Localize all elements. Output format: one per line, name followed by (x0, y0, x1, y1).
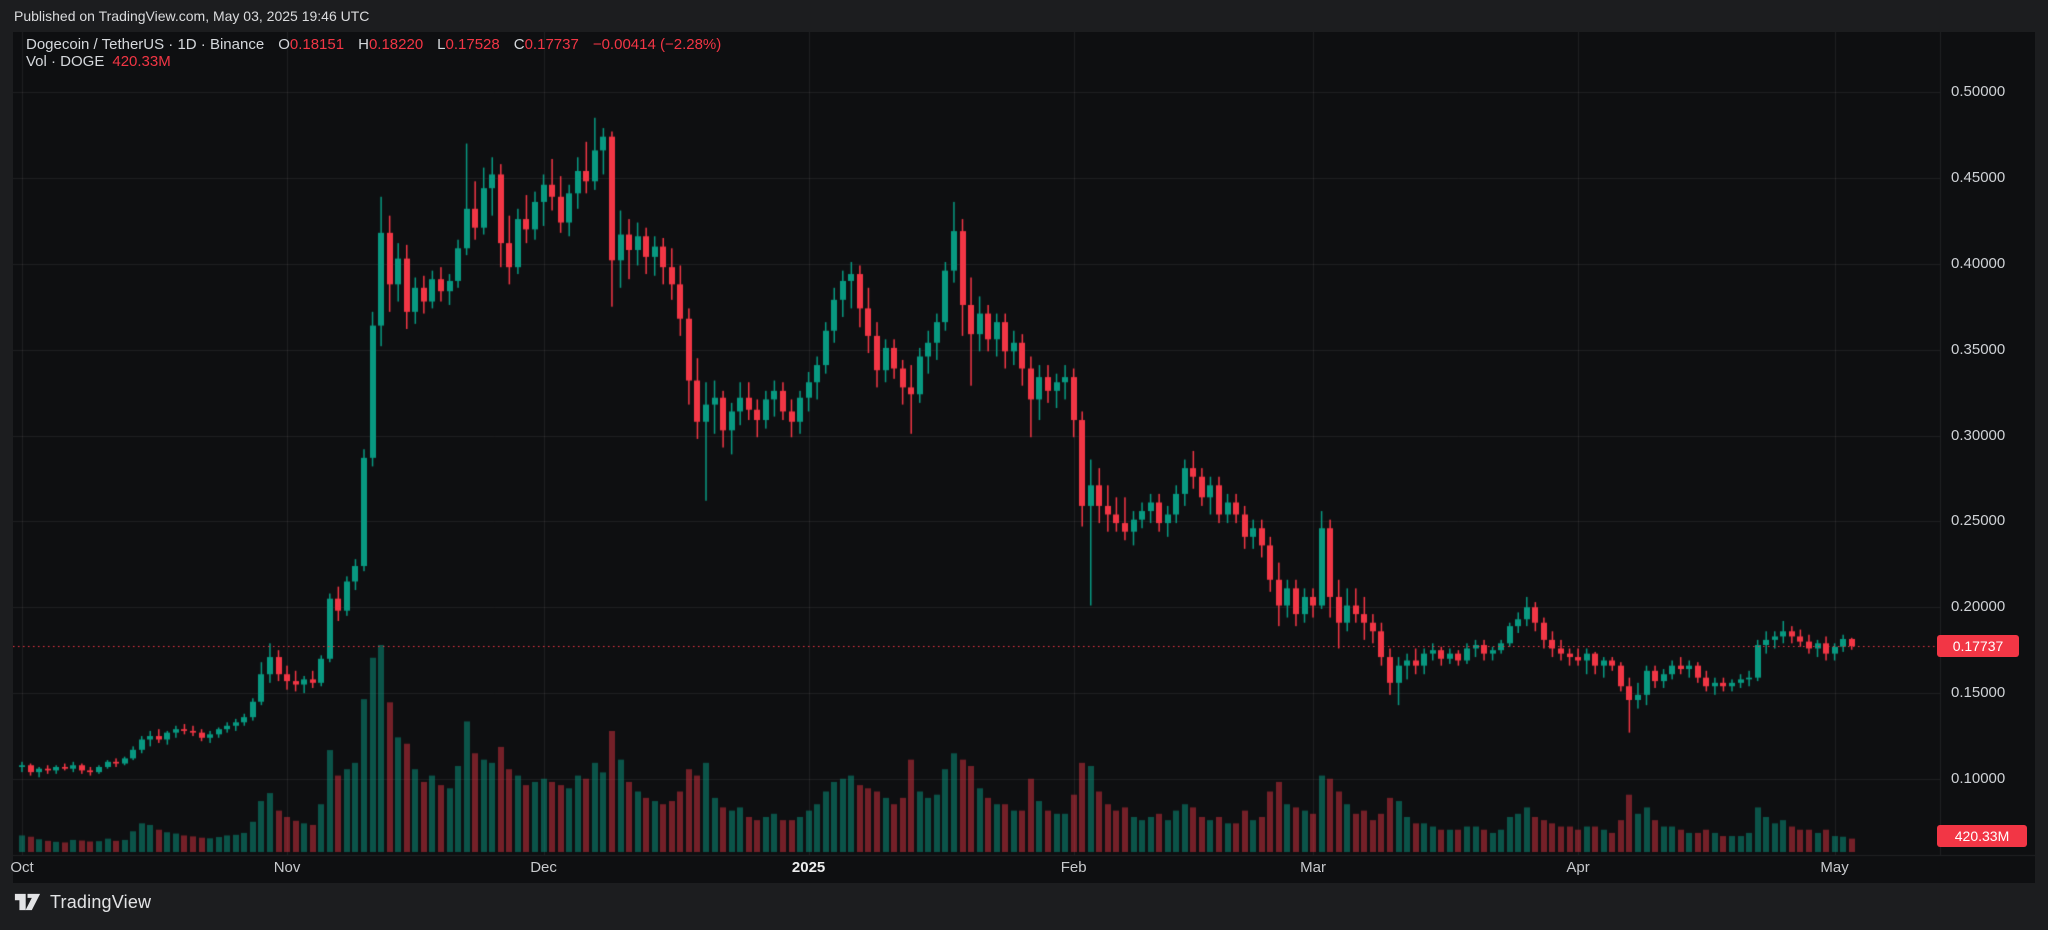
price-tick-label: 0.10000 (1951, 770, 2006, 787)
price-tick-label: 0.20000 (1951, 598, 2006, 616)
tradingview-logo-icon (14, 893, 41, 911)
legend-symbol-row: Dogecoin / TetherUS · 1D · Binance O0.18… (26, 36, 721, 53)
chart-legend: Dogecoin / TetherUS · 1D · Binance O0.18… (26, 36, 721, 70)
candlestick-chart-canvas[interactable] (13, 32, 2035, 883)
price-tick-label: 0.25000 (1951, 512, 2006, 530)
time-tick-label-dec: Dec (530, 859, 557, 876)
time-tick-label-may: May (1820, 859, 1849, 876)
time-tick-label-apr: Apr (1566, 859, 1590, 876)
price-tick-label: 0.15000 (1951, 684, 2006, 702)
ohlc-low: L0.17528 (437, 36, 500, 53)
tradingview-wordmark: TradingView (50, 891, 152, 912)
time-axis[interactable]: Oct Nov Dec 2025 Feb Mar Apr May (10, 855, 1940, 883)
ohlc-high: H0.18220 (358, 36, 424, 53)
price-tick-label: 0.40000 (1951, 254, 2006, 272)
tradingview-attribution[interactable]: TradingView (14, 886, 151, 918)
last-volume-badge: 420.33M (1937, 825, 2027, 847)
time-tick-label-nov: Nov (273, 859, 301, 876)
price-tick-label: 0.45000 (1951, 168, 2006, 186)
price-tick-label: 0.50000 (1951, 83, 2006, 100)
chart-pane: Dogecoin / TetherUS · 1D · Binance O0.18… (13, 32, 2035, 883)
price-tick-label: 0.35000 (1951, 340, 2006, 358)
time-tick-label-2025: 2025 (791, 859, 826, 876)
time-tick-label-feb: Feb (1060, 859, 1087, 876)
published-banner: Published on TradingView.com, May 03, 20… (0, 0, 2048, 32)
legend-volume-row: Vol · DOGE 420.33M (26, 53, 721, 70)
last-price-badge: 0.17737 (1937, 635, 2019, 657)
symbol-title: Dogecoin / TetherUS · 1D · Binance (26, 36, 265, 53)
change-value: −0.00414 (−2.28%) (592, 36, 722, 53)
price-tick-label: 0.30000 (1951, 426, 2006, 444)
published-banner-text: Published on TradingView.com, May 03, 20… (14, 8, 370, 24)
volume-value: 420.33M (112, 53, 171, 70)
volume-label: Vol · DOGE (26, 53, 105, 70)
ohlc-open: O0.18151 (278, 36, 345, 53)
ohlc-close: C0.17737 (513, 36, 579, 53)
time-tick-label-oct: Oct (10, 859, 34, 876)
price-axis[interactable]: 0.50000 0.45000 0.40000 0.35000 0.30000 0.250… (1940, 32, 2048, 883)
time-tick-label-mar: Mar (1300, 859, 1326, 876)
